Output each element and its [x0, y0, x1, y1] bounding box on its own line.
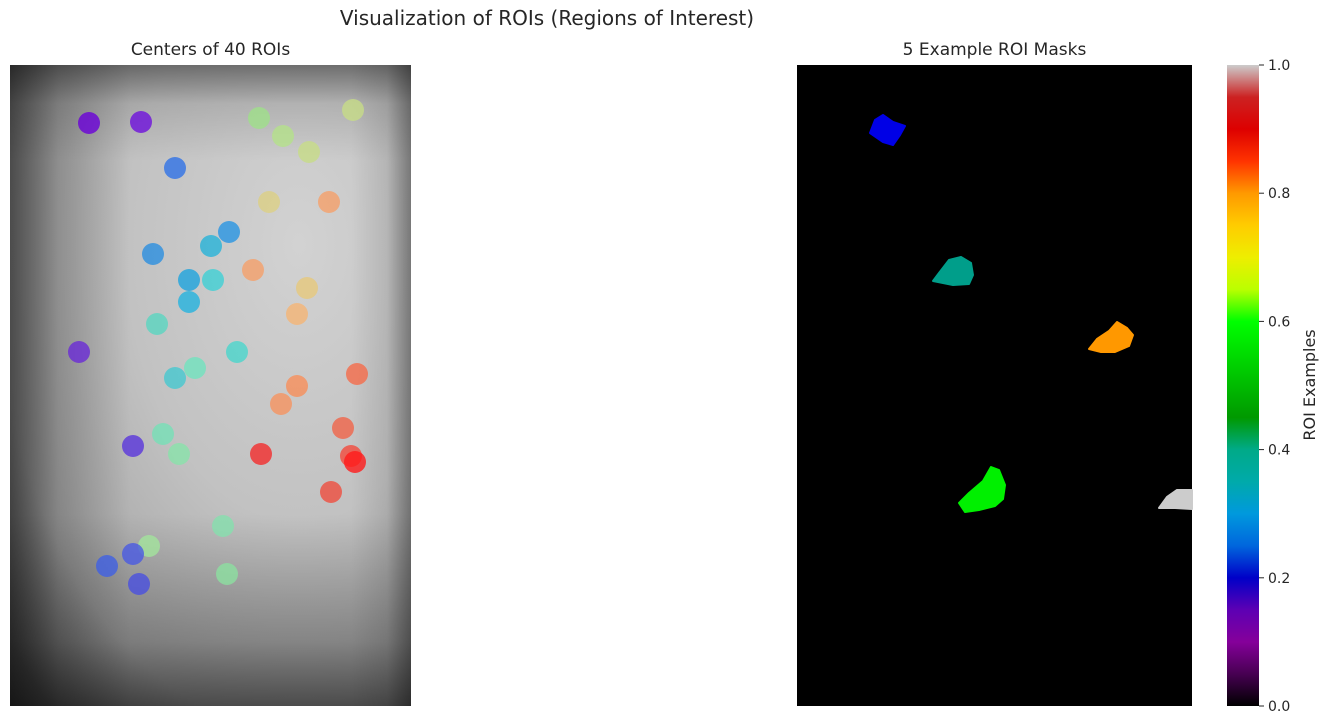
roi-center-point-30 [250, 443, 272, 465]
roi-center-point-27 [152, 423, 174, 445]
roi-center-point-40 [216, 563, 238, 585]
figure-title: Visualization of ROIs (Regions of Intere… [339, 6, 755, 30]
roi-center-point-12 [142, 243, 164, 265]
roi-center-point-3 [164, 157, 186, 179]
roi-center-point-18 [286, 303, 308, 325]
roi-center-point-2 [130, 111, 152, 133]
roi-center-point-1 [78, 112, 100, 134]
image-shading-right [10, 65, 411, 706]
roi-center-point-39 [128, 573, 150, 595]
roi-mask-5 [1158, 489, 1193, 510]
roi-center-point-37 [122, 543, 144, 565]
roi-center-point-34 [320, 481, 342, 503]
roi-center-point-10 [218, 221, 240, 243]
colorbar-tick-label-1: 0.2 [1268, 571, 1290, 587]
colorbar-tick-label-5: 1.0 [1268, 58, 1290, 74]
colorbar-ticks: 0.0 0.2 0.4 0.6 0.8 1.0 [1259, 58, 1290, 715]
roi-center-point-16 [296, 277, 318, 299]
roi-mask-shapes [869, 114, 1193, 513]
roi-center-point-28 [122, 435, 144, 457]
right-panel-title: 5 Example ROI Masks [902, 40, 1087, 60]
left-panel-title: Centers of 40 ROIs [130, 40, 291, 60]
colorbar: 0.0 0.2 0.4 0.6 0.8 1.0 ROI Examples [1227, 58, 1319, 715]
roi-center-point-4 [248, 107, 270, 129]
roi-center-point-33 [344, 451, 366, 473]
roi-center-point-11 [200, 235, 222, 257]
roi-mask-1 [869, 114, 906, 146]
roi-center-point-38 [96, 555, 118, 577]
roi-center-point-31 [332, 417, 354, 439]
roi-center-point-20 [68, 341, 90, 363]
roi-masks-panel [797, 65, 1193, 706]
roi-center-point-23 [164, 367, 186, 389]
colorbar-tick-label-3: 0.6 [1268, 314, 1290, 330]
roi-mask-2 [932, 256, 974, 286]
roi-center-point-8 [258, 191, 280, 213]
roi-center-point-9 [318, 191, 340, 213]
mask-background [797, 65, 1192, 706]
colorbar-tick-label-4: 0.8 [1268, 186, 1290, 202]
roi-center-point-22 [184, 357, 206, 379]
roi-center-point-17 [178, 291, 200, 313]
roi-center-point-15 [242, 259, 264, 281]
roi-center-point-35 [212, 515, 234, 537]
colorbar-gradient [1227, 65, 1259, 706]
roi-centers-panel [10, 65, 411, 706]
roi-center-point-14 [202, 269, 224, 291]
roi-center-point-6 [298, 141, 320, 163]
colorbar-tick-label-2: 0.4 [1268, 443, 1290, 459]
roi-mask-3 [1088, 321, 1134, 353]
roi-center-point-24 [286, 375, 308, 397]
roi-center-point-25 [346, 363, 368, 385]
roi-center-point-7 [342, 99, 364, 121]
roi-center-point-13 [178, 269, 200, 291]
roi-center-point-29 [168, 443, 190, 465]
roi-center-point-21 [226, 341, 248, 363]
roi-center-point-5 [272, 125, 294, 147]
roi-center-points [68, 99, 368, 595]
roi-center-point-19 [146, 313, 168, 335]
roi-mask-4 [958, 466, 1006, 513]
colorbar-label: ROI Examples [1300, 329, 1319, 440]
colorbar-tick-label-0: 0.0 [1268, 699, 1290, 715]
roi-center-point-26 [270, 393, 292, 415]
